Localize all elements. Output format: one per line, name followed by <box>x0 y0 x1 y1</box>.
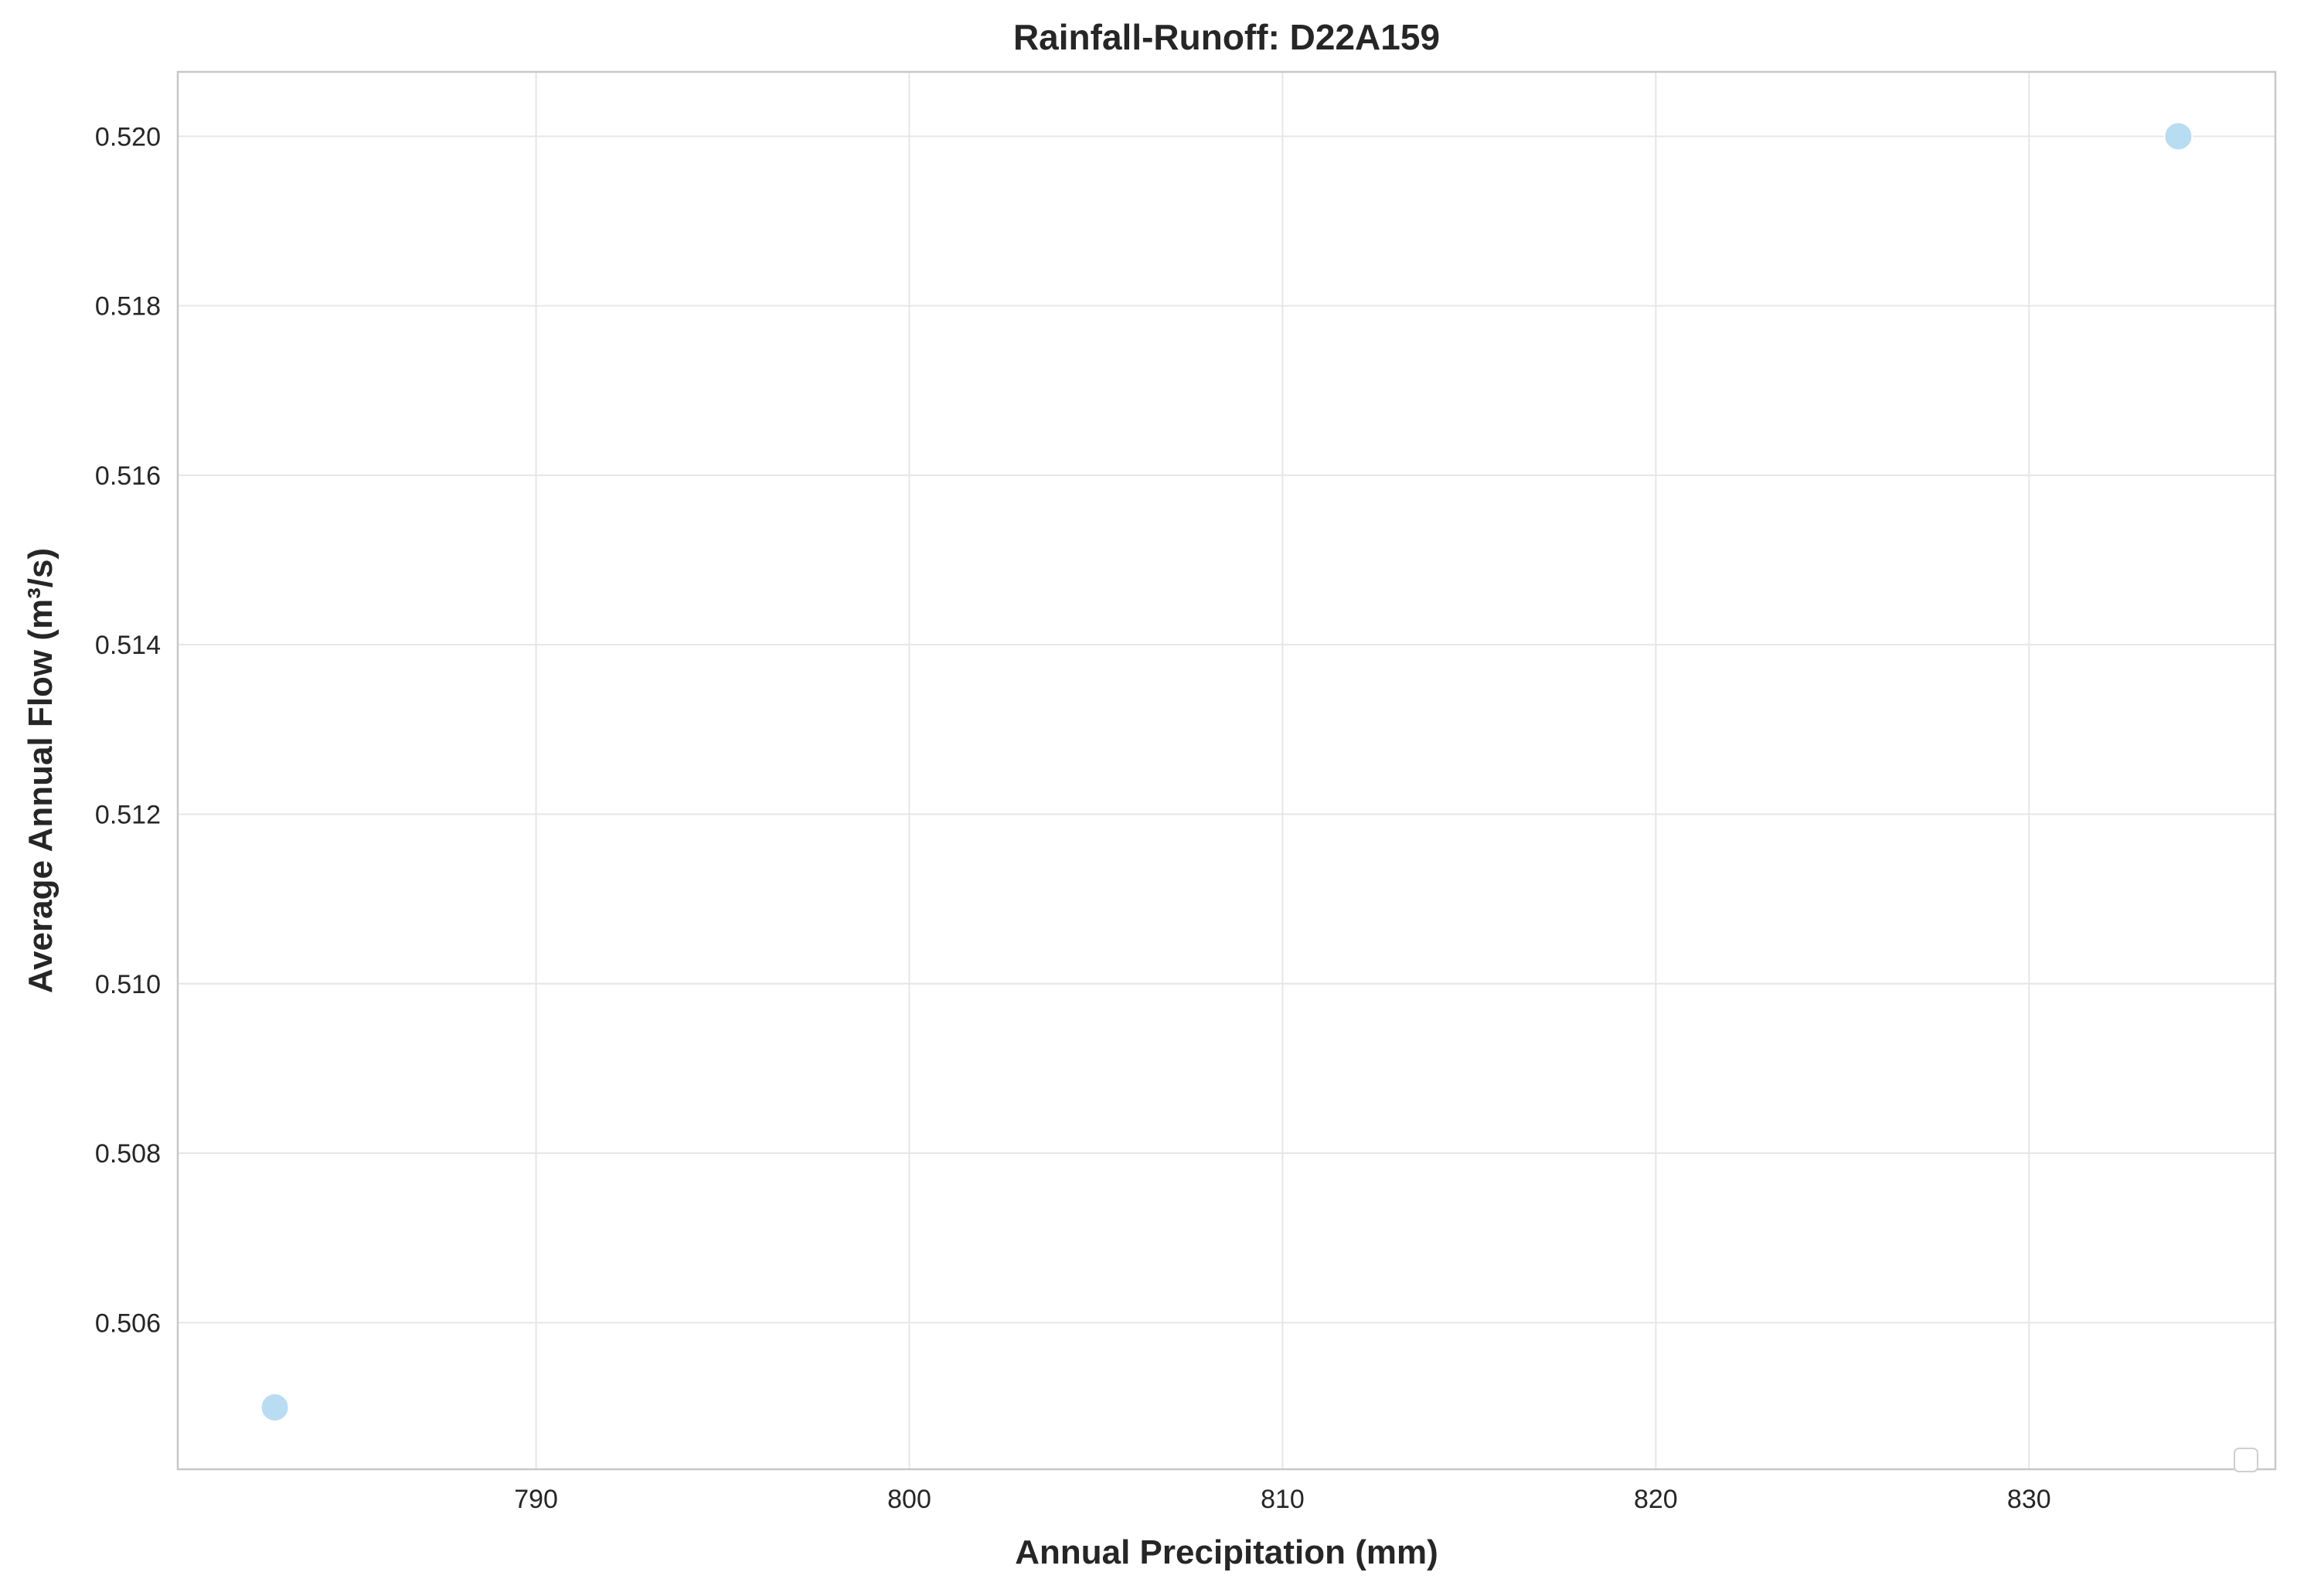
scatter-point <box>260 1392 290 1422</box>
data-points <box>260 121 2193 1422</box>
scatter-point <box>2163 121 2193 151</box>
plot-frame <box>176 70 2277 1471</box>
x-axis-label: Annual Precipitation (mm) <box>1015 1533 1438 1571</box>
y-tick-labels: 0.506 0.508 0.510 0.512 0.514 0.516 0.518 0.520 <box>95 122 161 1338</box>
legend-box <box>2234 1448 2258 1472</box>
chart-title: Rainfall-Runoff: D22A159 <box>1013 17 1440 57</box>
y-axis-label: Average Annual Flow (m³/s) <box>22 548 60 993</box>
y-tick-label: 0.516 <box>95 461 161 491</box>
x-tick-labels: 790 800 810 820 830 <box>514 1485 2050 1514</box>
y-tick-label: 0.506 <box>95 1308 161 1338</box>
x-tick-label: 830 <box>2007 1485 2051 1514</box>
y-tick-label: 0.508 <box>95 1139 161 1169</box>
x-tick-label: 790 <box>514 1485 558 1514</box>
x-tick-label: 820 <box>1634 1485 1678 1514</box>
x-tick-label: 810 <box>1261 1485 1305 1514</box>
y-tick-label: 0.510 <box>95 970 161 999</box>
y-tick-label: 0.514 <box>95 631 161 660</box>
y-tick-label: 0.518 <box>95 292 161 322</box>
grid <box>178 72 2275 1469</box>
y-tick-label: 0.520 <box>95 122 161 151</box>
y-tick-label: 0.512 <box>95 800 161 829</box>
x-tick-label: 800 <box>887 1485 931 1514</box>
